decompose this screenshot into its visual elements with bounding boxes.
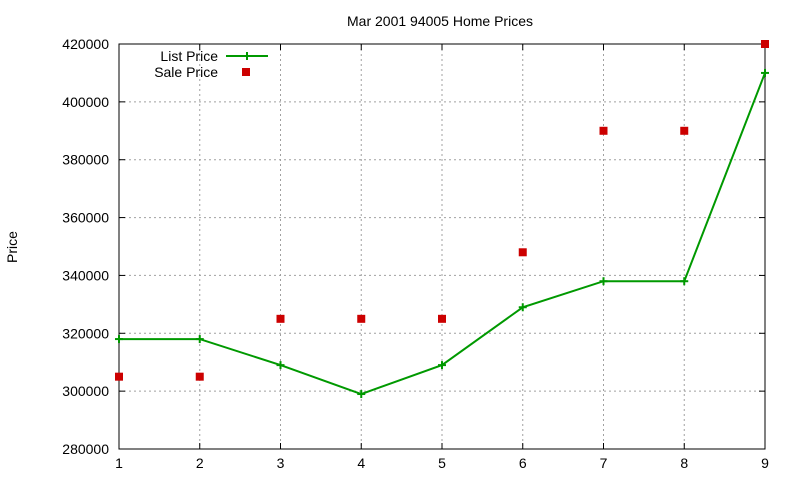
- legend-swatch-square: [242, 68, 250, 76]
- grid: [118, 43, 766, 450]
- x-tick-label: 4: [357, 455, 365, 471]
- data-point-list-price: [761, 68, 769, 77]
- data-point-sale-price: [195, 372, 204, 381]
- data-point-sale-price: [599, 126, 608, 135]
- y-axis-label: Price: [4, 231, 20, 263]
- data-point-list-price: [195, 335, 204, 344]
- x-tick-label: 2: [196, 455, 204, 471]
- data-point-list-price: [599, 277, 608, 286]
- data-point-list-price: [115, 335, 123, 344]
- series: [115, 40, 769, 399]
- x-tick-label: 7: [600, 455, 608, 471]
- y-tick-label: 360000: [62, 210, 109, 226]
- data-point-sale-price: [518, 248, 527, 257]
- data-point-sale-price: [115, 372, 123, 381]
- legend-label: List Price: [160, 48, 218, 64]
- y-tick-label: 320000: [62, 325, 109, 341]
- y-tick-label: 420000: [62, 36, 109, 52]
- y-tick-label: 280000: [62, 441, 109, 457]
- x-tick-label: 6: [519, 455, 527, 471]
- x-tick-label: 3: [277, 455, 285, 471]
- data-point-list-price: [276, 361, 285, 370]
- x-tick-label: 1: [115, 455, 123, 471]
- data-point-sale-price: [276, 314, 285, 323]
- x-tick-label: 9: [761, 455, 769, 471]
- axes: 1 2 3 4 5 6 7 8 9 280000 300000 320000 340000 360000 3…: [62, 36, 769, 471]
- data-point-sale-price: [761, 40, 769, 48]
- y-tick-label: 380000: [62, 152, 109, 168]
- data-point-sale-price: [680, 126, 689, 135]
- data-point-sale-price: [357, 314, 366, 323]
- y-tick-label: 300000: [62, 383, 109, 399]
- data-point-sale-price: [438, 314, 446, 323]
- y-tick-label: 340000: [62, 267, 109, 283]
- legend-label: Sale Price: [154, 64, 218, 80]
- data-point-list-price: [357, 390, 366, 399]
- x-tick-label: 8: [680, 455, 688, 471]
- data-point-list-price: [518, 303, 527, 312]
- x-tick-label: 5: [438, 455, 446, 471]
- chart-title: Mar 2001 94005 Home Prices: [347, 13, 533, 29]
- data-point-list-price: [438, 361, 446, 370]
- y-tick-label: 400000: [62, 94, 109, 110]
- data-point-list-price: [680, 277, 689, 286]
